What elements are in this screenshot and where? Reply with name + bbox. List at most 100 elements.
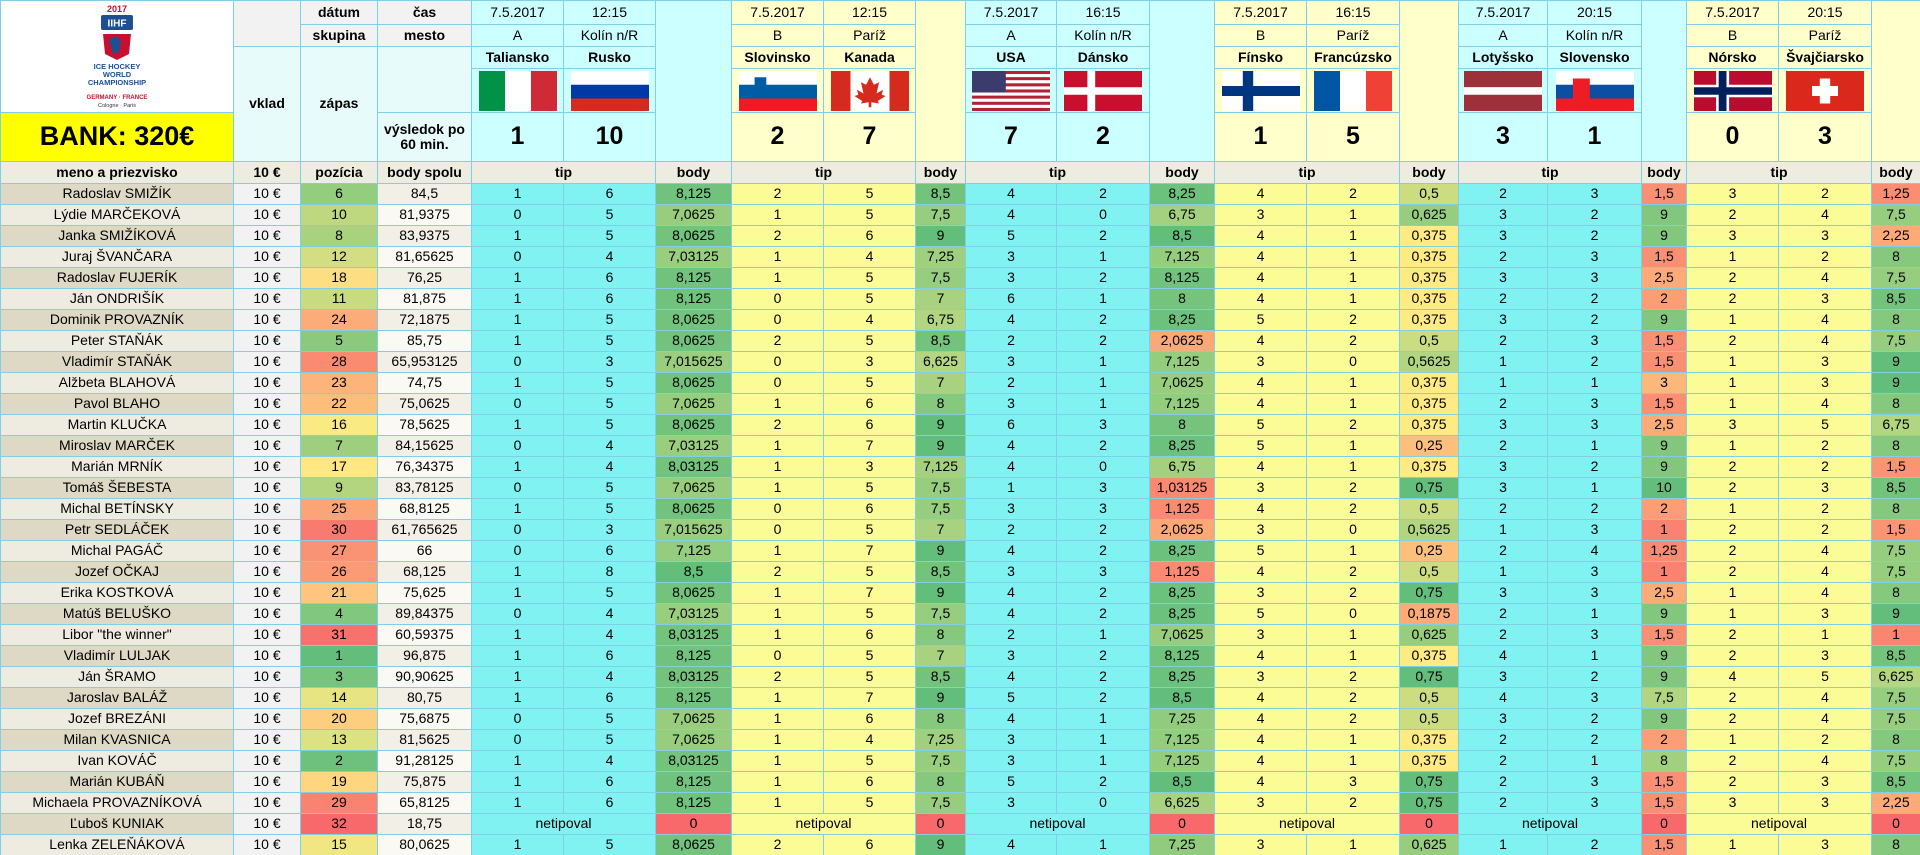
- tip: 4: [965, 666, 1057, 688]
- total: 72,1875: [377, 309, 472, 331]
- tip: 1: [1306, 267, 1400, 289]
- points: 1,25: [1871, 183, 1920, 205]
- tip: 1: [1547, 750, 1642, 772]
- team-name: USA: [965, 46, 1057, 69]
- tip: 4: [563, 246, 656, 268]
- logo-cell: 2017 IIHF ICE HOCKEY WORLD CHAMPIONSHIP GERMA…: [0, 0, 234, 113]
- label: zápas: [300, 46, 378, 162]
- points: 7,0625: [655, 393, 732, 415]
- tip: 2: [1458, 183, 1548, 205]
- tip: 3: [1214, 519, 1307, 541]
- position: 13: [300, 729, 378, 751]
- tip: 3: [1214, 351, 1307, 373]
- score: 2: [731, 112, 824, 162]
- points: 7: [915, 372, 966, 394]
- points: 8: [1871, 498, 1920, 520]
- tip: 1: [471, 834, 564, 855]
- tip: 3: [1686, 225, 1779, 247]
- position: 6: [300, 183, 378, 205]
- tip: 1: [1056, 288, 1150, 310]
- tip: 4: [1778, 393, 1872, 415]
- flag-part: [570, 84, 649, 98]
- tip: 3: [1458, 477, 1548, 499]
- points: 8,125: [655, 645, 732, 667]
- points: 2: [1641, 498, 1687, 520]
- stake: 10 €: [233, 645, 301, 667]
- tip: 1: [1547, 372, 1642, 394]
- tip: 5: [563, 834, 656, 855]
- tip: 6: [563, 267, 656, 289]
- tip: 1: [731, 267, 824, 289]
- tip: 1: [471, 414, 564, 436]
- tip: 3: [1778, 372, 1872, 394]
- match-time: 12:15: [823, 0, 916, 25]
- tip: 3: [1056, 477, 1150, 499]
- points: 9: [1641, 204, 1687, 226]
- label: výsledok po 60 min.: [377, 112, 472, 162]
- logo-line: CHAMPIONSHIP: [88, 78, 146, 87]
- flag: [738, 70, 817, 111]
- tip: 3: [1686, 183, 1779, 205]
- tip: 1: [471, 288, 564, 310]
- match-date: 7.5.2017: [965, 0, 1057, 25]
- tip: 2: [1778, 435, 1872, 457]
- flag-part: [570, 98, 649, 111]
- points: 9: [1641, 603, 1687, 625]
- tip: 6: [965, 288, 1057, 310]
- flag-part: [972, 79, 1050, 83]
- tip: 1: [1306, 624, 1400, 646]
- label: body: [1149, 161, 1215, 184]
- tip: 2: [1547, 351, 1642, 373]
- position: 22: [300, 393, 378, 415]
- data-row: Michaela PROVAZNÍKOVÁ 10 €29 65,8125 1 6 8,12…: [0, 792, 1920, 814]
- points: 8,25: [1149, 666, 1215, 688]
- total: 18,75: [377, 813, 472, 835]
- points: 1,5: [1641, 330, 1687, 352]
- tip: 1: [1686, 309, 1779, 331]
- player-name: Vladimír LULJAK: [0, 645, 234, 667]
- tip: 4: [1214, 645, 1307, 667]
- points: 9: [915, 414, 966, 436]
- logo-badge: [101, 14, 133, 30]
- stake: 10 €: [233, 393, 301, 415]
- team-name: Nórsko: [1686, 46, 1779, 69]
- label: 10 €: [233, 161, 301, 184]
- tip: 2: [965, 372, 1057, 394]
- data-row: Matúš BELUŠKO 10 €4 89,84375 0 4 7,03125 1 5 7,5…: [0, 603, 1920, 625]
- points: 7,5: [915, 498, 966, 520]
- points: 0: [655, 813, 732, 835]
- score: 1: [1547, 112, 1642, 162]
- tip: 2: [1458, 624, 1548, 646]
- tip: 5: [823, 792, 916, 814]
- points: 7,0625: [1149, 624, 1215, 646]
- tip: 3: [1778, 288, 1872, 310]
- points: 8,125: [1149, 267, 1215, 289]
- team-name: Francúzsko: [1306, 46, 1400, 69]
- points: 8: [1871, 246, 1920, 268]
- tip: 1: [1306, 834, 1400, 855]
- label: body: [1871, 161, 1920, 184]
- tip: 2: [1686, 771, 1779, 793]
- points: 7,125: [1149, 393, 1215, 415]
- points: 9: [915, 834, 966, 855]
- position: 10: [300, 204, 378, 226]
- label: tip: [731, 161, 916, 184]
- label: skupina: [300, 24, 378, 47]
- tip: 2: [965, 519, 1057, 541]
- match-date: 7.5.2017: [471, 0, 564, 25]
- data-row: Lýdie MARČEKOVÁ 10 €10 81,9375 0 5 7,0625 1 5 7,…: [0, 204, 1920, 226]
- tip: 2: [1306, 414, 1400, 436]
- tip: 2: [731, 561, 824, 583]
- tip: 1: [1458, 519, 1548, 541]
- flag-part: [972, 70, 1006, 92]
- header-row: BANK: 320€ výsledok po 60 min. 1 10 2 7 7 2 1 5 3 1…: [0, 112, 1920, 162]
- points: 2,0625: [1149, 330, 1215, 352]
- position: 11: [300, 288, 378, 310]
- tip: 2: [1056, 183, 1150, 205]
- total: 83,9375: [377, 225, 472, 247]
- tip: 2: [1458, 393, 1548, 415]
- points: 0,375: [1399, 309, 1459, 331]
- tip: 1: [1306, 540, 1400, 562]
- points: 7,0625: [655, 729, 732, 751]
- tip: 2: [1547, 834, 1642, 855]
